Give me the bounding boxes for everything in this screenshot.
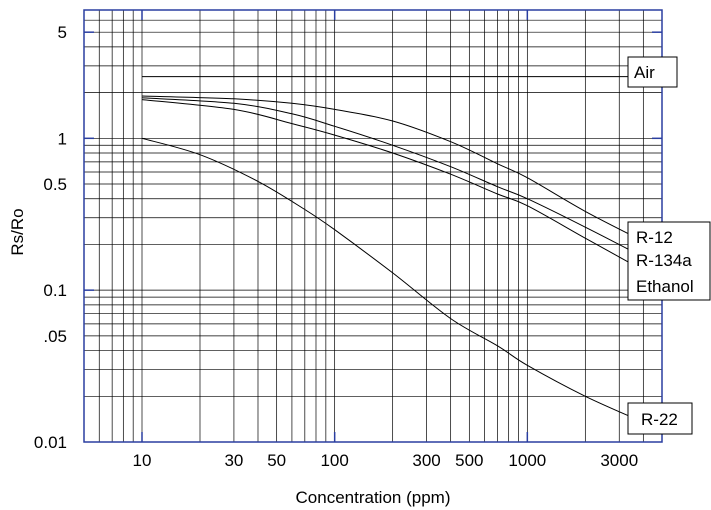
y-tick-label: 0.1 bbox=[43, 281, 67, 300]
x-tick-label: 1000 bbox=[508, 451, 546, 470]
y-tick-label: 5 bbox=[58, 23, 67, 42]
series-line-ethanol bbox=[141, 99, 644, 271]
series-lines bbox=[141, 76, 644, 423]
series-label-r-134a: R-134a bbox=[636, 251, 692, 270]
series-label-r-22: R-22 bbox=[641, 410, 678, 429]
y-tick-label: 0.5 bbox=[43, 175, 67, 194]
y-tick-label: 1 bbox=[58, 129, 67, 148]
plot-frame bbox=[83, 9, 663, 443]
label-box-r-22 bbox=[627, 402, 693, 435]
x-tick-label: 300 bbox=[412, 451, 440, 470]
y-tick-label: .05 bbox=[43, 327, 67, 346]
x-tick-label: 10 bbox=[133, 451, 152, 470]
x-tick-label: 30 bbox=[224, 451, 243, 470]
y-axis-label: Rs/Ro bbox=[8, 208, 27, 255]
x-tick-label: 3000 bbox=[600, 451, 638, 470]
curve-labels: Air R-12 R-134a Ethanol R-22 bbox=[627, 56, 711, 435]
x-tick-label: 100 bbox=[320, 451, 348, 470]
series-line-r-12 bbox=[141, 95, 644, 242]
label-box-group bbox=[627, 221, 711, 301]
y-tick-labels: 5 1 0.5 0.1 .05 0.01 bbox=[34, 23, 67, 452]
label-box-air bbox=[627, 56, 678, 88]
y-tick-label: 0.01 bbox=[34, 433, 67, 452]
series-label-r-12: R-12 bbox=[636, 228, 673, 247]
series-label-ethanol: Ethanol bbox=[636, 277, 694, 296]
x-tick-label: 50 bbox=[267, 451, 286, 470]
x-axis-label: Concentration (ppm) bbox=[296, 488, 451, 507]
x-tick-label: 500 bbox=[455, 451, 483, 470]
grid bbox=[83, 9, 663, 443]
series-line-r-134a bbox=[141, 97, 644, 258]
series-label-air: Air bbox=[634, 63, 655, 82]
series-line-r-22 bbox=[141, 137, 644, 423]
x-tick-labels: 10 30 50 100 300 500 1000 3000 bbox=[133, 451, 639, 470]
